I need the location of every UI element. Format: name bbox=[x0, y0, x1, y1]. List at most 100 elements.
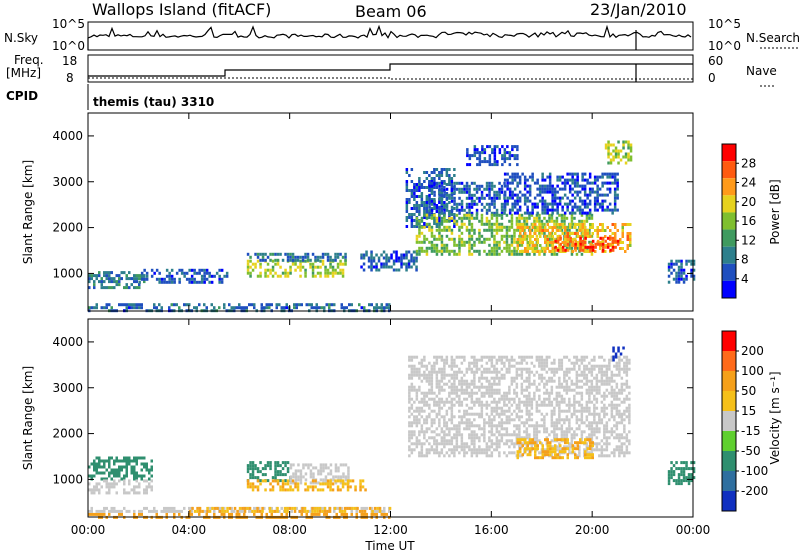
power-cell bbox=[120, 303, 123, 307]
power-cell bbox=[443, 181, 446, 185]
power-cell bbox=[516, 172, 519, 176]
velocity-cell bbox=[488, 439, 491, 443]
velocity-cell bbox=[533, 439, 536, 443]
velocity-cell bbox=[540, 418, 544, 422]
velocity-cell bbox=[115, 471, 118, 475]
velocity-cell bbox=[371, 509, 374, 513]
power-cell bbox=[311, 274, 315, 278]
power-cell bbox=[491, 148, 494, 152]
power-cell bbox=[480, 184, 484, 188]
velocity-cell bbox=[425, 454, 429, 458]
velocity-cell bbox=[595, 388, 599, 392]
velocity-cell bbox=[93, 485, 96, 489]
power-cell bbox=[593, 196, 597, 200]
velocity-cell bbox=[558, 379, 561, 383]
velocity-cell bbox=[583, 430, 586, 434]
power-cell bbox=[445, 225, 449, 229]
power-cell bbox=[428, 228, 431, 232]
power-cell bbox=[521, 223, 524, 226]
velocity-cell bbox=[580, 439, 584, 443]
velocity-cell bbox=[473, 385, 476, 389]
velocity-cell bbox=[413, 421, 416, 425]
velocity-cell bbox=[425, 418, 429, 422]
velocity-cell bbox=[500, 433, 504, 437]
velocity-cell bbox=[588, 412, 591, 416]
power-cell bbox=[525, 216, 529, 220]
velocity-cell bbox=[108, 485, 111, 489]
power-cell bbox=[680, 271, 683, 275]
power-cell bbox=[614, 155, 618, 159]
power-cell bbox=[304, 268, 307, 272]
velocity-cell bbox=[435, 427, 439, 431]
power-cell bbox=[438, 222, 441, 225]
velocity-cell bbox=[520, 388, 524, 392]
power-cell bbox=[508, 157, 512, 161]
velocity-cell bbox=[585, 379, 589, 383]
power-cell bbox=[616, 181, 619, 185]
power-cell bbox=[455, 202, 459, 206]
velocity-cell bbox=[580, 403, 584, 407]
velocity-cell bbox=[460, 439, 464, 443]
velocity-cell bbox=[493, 388, 496, 392]
power-cell bbox=[325, 303, 328, 307]
velocity-cell bbox=[598, 385, 601, 389]
velocity-cell bbox=[505, 433, 509, 437]
velocity-cell bbox=[523, 403, 526, 407]
y-tick-label: 3000 bbox=[52, 175, 83, 189]
power-cell bbox=[535, 216, 539, 220]
power-cell bbox=[672, 268, 676, 272]
power-cell bbox=[530, 213, 534, 217]
velocity-cell bbox=[445, 361, 449, 365]
power-cell bbox=[590, 213, 594, 217]
velocity-cell bbox=[595, 448, 599, 452]
power-cell bbox=[135, 280, 138, 284]
velocity-cell bbox=[190, 509, 193, 513]
power-cell bbox=[334, 252, 337, 256]
power-cell bbox=[435, 243, 439, 247]
power-cell bbox=[405, 171, 409, 174]
power-cell bbox=[168, 274, 171, 278]
power-cell bbox=[531, 178, 534, 182]
power-cell bbox=[672, 262, 676, 266]
velocity-cell bbox=[573, 409, 576, 413]
power-cell bbox=[382, 256, 386, 260]
power-cell bbox=[266, 262, 270, 266]
velocity-cell bbox=[361, 509, 364, 513]
velocity-cell bbox=[438, 367, 441, 371]
power-cell bbox=[140, 271, 144, 275]
velocity-cell bbox=[130, 471, 133, 475]
power-cell bbox=[276, 252, 280, 256]
velocity-cell bbox=[498, 412, 501, 416]
power-cell bbox=[556, 229, 559, 232]
power-cell bbox=[390, 265, 393, 269]
velocity-cell bbox=[613, 406, 616, 410]
power-cell bbox=[423, 210, 426, 213]
power-region-7 bbox=[428, 181, 506, 215]
power-cell bbox=[493, 190, 496, 194]
power-cell bbox=[523, 187, 527, 191]
velocity-cell bbox=[580, 385, 584, 389]
power-cell bbox=[330, 303, 333, 307]
velocity-cell bbox=[458, 394, 461, 398]
velocity-cell bbox=[321, 482, 325, 486]
velocity-cell bbox=[113, 485, 116, 489]
velocity-cell bbox=[553, 436, 556, 440]
power-cell bbox=[458, 190, 461, 194]
velocity-cell bbox=[223, 509, 227, 513]
velocity-cell bbox=[590, 367, 594, 371]
power-cell bbox=[388, 303, 391, 307]
power-cell bbox=[428, 208, 431, 212]
power-cell bbox=[534, 229, 537, 232]
velocity-cell bbox=[488, 418, 491, 422]
power-cell bbox=[549, 250, 552, 253]
velocity-cell bbox=[230, 509, 233, 513]
velocity-cell bbox=[625, 394, 629, 398]
velocity-cell bbox=[620, 451, 624, 455]
power-cell bbox=[516, 175, 519, 179]
velocity-cell bbox=[428, 379, 431, 383]
velocity-cell bbox=[580, 430, 584, 434]
velocity-cell bbox=[530, 397, 534, 401]
velocity-cell bbox=[488, 436, 491, 440]
velocity-cell bbox=[430, 373, 434, 377]
power-cell bbox=[108, 286, 111, 290]
